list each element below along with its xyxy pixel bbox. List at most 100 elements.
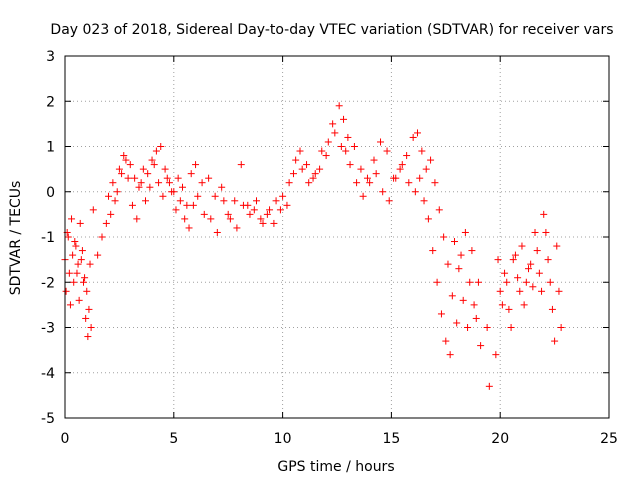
data-point xyxy=(79,278,87,286)
data-point xyxy=(392,174,400,182)
x-tick-label: 25 xyxy=(600,431,618,447)
data-point xyxy=(83,287,91,295)
data-point xyxy=(522,278,530,286)
data-point xyxy=(370,156,378,164)
data-point xyxy=(76,219,84,227)
data-point xyxy=(496,287,504,295)
data-point xyxy=(73,269,81,277)
data-point xyxy=(181,215,189,223)
data-point xyxy=(89,206,97,214)
data-point xyxy=(483,324,491,331)
data-point xyxy=(337,143,345,150)
data-point xyxy=(146,183,154,191)
data-point xyxy=(403,152,411,160)
data-point xyxy=(551,337,559,345)
data-point xyxy=(279,192,287,200)
data-point xyxy=(137,179,145,187)
data-point xyxy=(442,337,450,345)
data-point xyxy=(263,210,271,218)
data-point xyxy=(538,287,546,295)
data-point xyxy=(377,138,385,146)
data-point xyxy=(494,256,502,264)
data-point xyxy=(296,147,304,155)
data-point xyxy=(411,188,419,196)
data-point xyxy=(71,238,79,246)
data-point xyxy=(94,251,102,259)
data-point xyxy=(289,170,297,178)
data-point xyxy=(516,287,524,295)
data-point xyxy=(344,133,352,141)
data-point xyxy=(446,351,454,359)
data-point xyxy=(466,278,474,286)
data-point xyxy=(507,324,515,331)
data-point xyxy=(461,228,469,236)
data-point xyxy=(524,265,532,273)
data-point xyxy=(118,170,126,178)
data-point xyxy=(179,183,187,191)
data-point xyxy=(505,305,513,313)
y-tick-label: 1 xyxy=(46,140,55,156)
data-point xyxy=(272,197,280,205)
data-point xyxy=(309,174,317,182)
data-point xyxy=(335,102,343,110)
data-point xyxy=(427,156,435,164)
data-point xyxy=(120,152,128,160)
data-point xyxy=(492,351,500,359)
data-point xyxy=(359,192,367,200)
data-point xyxy=(70,278,78,286)
data-point xyxy=(303,161,311,169)
data-point xyxy=(350,143,358,150)
data-point xyxy=(501,269,509,277)
data-point xyxy=(503,278,511,286)
data-point xyxy=(194,192,202,200)
data-point xyxy=(159,192,167,200)
data-point xyxy=(185,224,193,232)
data-point xyxy=(161,165,169,173)
data-point xyxy=(431,179,439,187)
data-point xyxy=(133,215,141,223)
data-point xyxy=(250,206,258,214)
x-tick-label: 20 xyxy=(491,431,509,447)
data-point xyxy=(514,274,522,282)
data-point xyxy=(68,215,76,223)
y-tick-label: 0 xyxy=(46,185,55,201)
y-axis-label: SDTVAR / TECUs xyxy=(8,181,24,296)
data-point xyxy=(383,147,391,155)
data-point xyxy=(553,242,561,250)
data-point xyxy=(424,215,432,223)
data-point xyxy=(418,147,426,155)
grid xyxy=(65,56,609,418)
data-point xyxy=(366,179,374,187)
data-point xyxy=(546,278,554,286)
y-tick-label: -4 xyxy=(41,366,55,382)
data-point xyxy=(440,233,448,241)
data-point xyxy=(237,161,245,169)
data-point xyxy=(259,219,267,227)
data-point xyxy=(363,174,371,182)
data-point xyxy=(276,206,284,214)
data-point xyxy=(379,188,387,196)
data-point xyxy=(157,143,165,150)
data-point xyxy=(113,188,121,196)
data-point xyxy=(477,342,485,350)
y-tick-label: -1 xyxy=(41,230,55,246)
data-point xyxy=(285,179,293,187)
x-tick-label: 0 xyxy=(61,431,70,447)
y-tick-label: -2 xyxy=(41,275,55,291)
data-point xyxy=(220,197,228,205)
data-point xyxy=(81,274,89,282)
data-point xyxy=(102,219,110,227)
data-point xyxy=(198,179,206,187)
data-point xyxy=(224,210,232,218)
data-point xyxy=(246,210,254,218)
data-point xyxy=(520,301,528,309)
data-point xyxy=(533,247,541,255)
data-point xyxy=(142,197,150,205)
data-point xyxy=(148,156,156,164)
data-point xyxy=(257,215,265,223)
data-point xyxy=(518,242,526,250)
data-point xyxy=(69,251,77,259)
data-point xyxy=(207,215,215,223)
data-point xyxy=(124,174,132,182)
x-tick-label: 15 xyxy=(382,431,400,447)
